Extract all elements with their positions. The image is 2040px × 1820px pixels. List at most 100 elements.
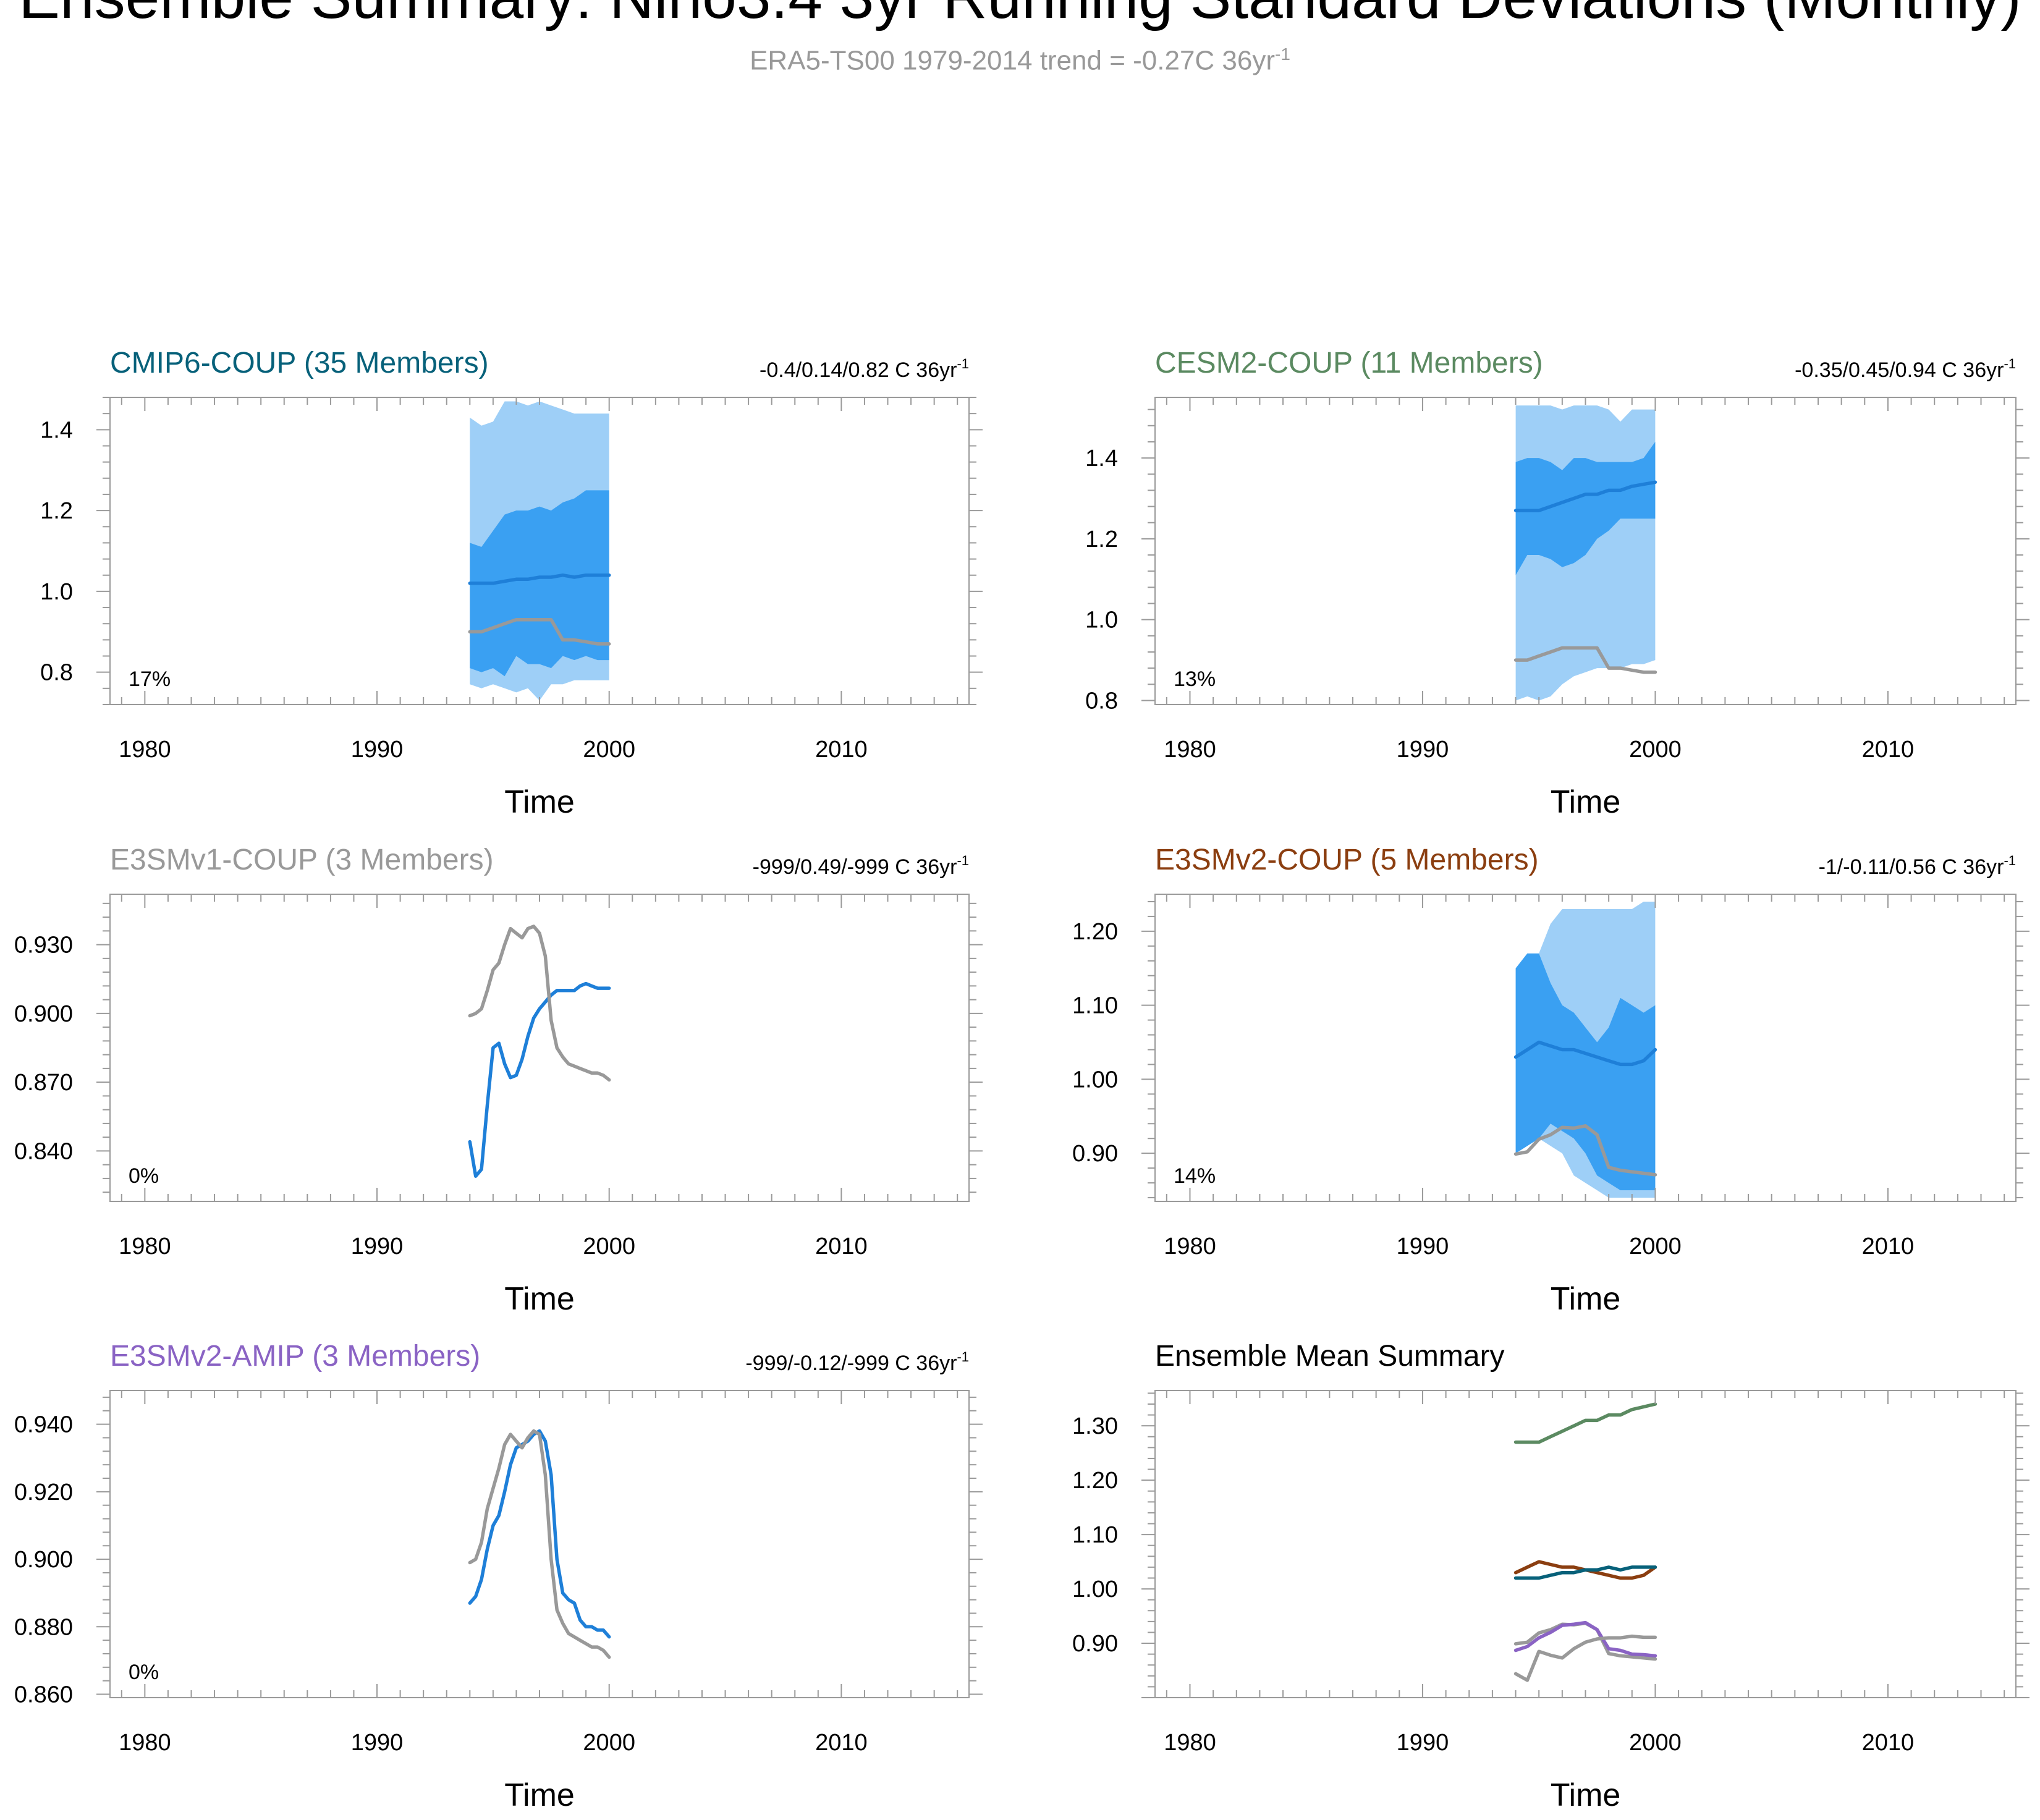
y-tick-label: 1.10 <box>1072 993 1118 1019</box>
x-tick-label: 2000 <box>583 1730 635 1756</box>
y-tick-label: 0.90 <box>1072 1141 1118 1167</box>
panel-trend: -0.35/0.45/0.94 C 36yr-1 <box>1795 356 2016 382</box>
panel-title: CMIP6-COUP (35 Members) <box>110 347 489 379</box>
series-line-ensemble-mean <box>468 573 611 585</box>
panel-title: CESM2-COUP (11 Members) <box>1155 347 1543 379</box>
y-tick-label: 0.840 <box>14 1138 73 1164</box>
x-tick-label: 2000 <box>1629 1730 1682 1756</box>
panel-title: E3SMv1-COUP (3 Members) <box>110 844 494 876</box>
panel-percent: 0% <box>129 1661 159 1684</box>
panel-e3smv2_coup: 1980 1990 2000 2010 0.90 1.00 1.10 1.20 E3SMv2-C… <box>1072 844 2029 1317</box>
trend-text: -0.35/0.45/0.94 C 36yr <box>1795 358 2004 382</box>
series-line-era5 <box>1513 646 1657 674</box>
x-tick-label: 2010 <box>1862 1730 1915 1756</box>
plot-frame <box>109 894 970 1202</box>
x-axis-title: Time <box>504 1777 575 1813</box>
x-tick-label: 2010 <box>815 1730 868 1756</box>
subtitle-text: ERA5-TS00 1979-2014 trend = -0.27C 36yr <box>750 45 1276 76</box>
figure-subtitle: ERA5-TS00 1979-2014 trend = -0.27C 36yr-… <box>0 44 2040 77</box>
x-tick-label: 1990 <box>351 1730 404 1756</box>
y-tick-label: 1.10 <box>1072 1522 1118 1548</box>
y-tick-label: 1.2 <box>40 498 73 524</box>
plot-area <box>1513 1402 1657 1682</box>
x-tick-label: 1980 <box>1164 737 1216 763</box>
x-tick-label: 1990 <box>1397 737 1449 763</box>
y-tick-label: 1.4 <box>1085 446 1118 472</box>
series-line-e3smv1-coup <box>1513 1634 1657 1682</box>
y-tick-label: 0.90 <box>1072 1631 1118 1657</box>
series-line-e3smv2-amip <box>1513 1620 1657 1658</box>
y-tick-label: 0.940 <box>14 1412 73 1438</box>
x-tick-label: 1980 <box>1164 1730 1216 1756</box>
x-tick-label: 2000 <box>1629 1234 1682 1259</box>
panel-e3smv1: 1980 1990 2000 2010 0.840 0.870 0.900 0.930 E3SM… <box>14 844 983 1317</box>
series-line-ensemble-mean <box>468 981 611 1178</box>
trend-text: -0.4/0.14/0.82 C 36yr <box>760 358 957 382</box>
y-tick-label: 0.900 <box>14 1547 73 1573</box>
y-tick-label: 1.4 <box>40 417 73 443</box>
plot-area <box>468 401 611 701</box>
x-axis-title: Time <box>504 1281 575 1317</box>
x-tick-label: 2010 <box>1862 1234 1915 1259</box>
x-tick-label: 1990 <box>351 1234 404 1259</box>
plot-area <box>1513 902 1657 1198</box>
series-line-cesm2-coup <box>1513 1402 1657 1444</box>
x-axis-title: Time <box>1551 1281 1621 1317</box>
series-line-era5 <box>468 925 611 1082</box>
y-tick-label: 0.920 <box>14 1479 73 1505</box>
band-inner <box>1515 441 1656 575</box>
trend-text: -999/-0.12/-999 C 36yr <box>745 1352 957 1375</box>
series-line-cmip6-coup <box>1513 1565 1657 1580</box>
panel-title: E3SMv2-AMIP (3 Members) <box>110 1340 480 1373</box>
y-tick-label: 1.2 <box>1085 527 1118 552</box>
panel-trend: -1/-0.11/0.56 C 36yr-1 <box>1819 853 2016 879</box>
x-tick-label: 1980 <box>119 737 171 763</box>
x-tick-label: 2010 <box>815 1234 868 1259</box>
trend-text: -1/-0.11/0.56 C 36yr <box>1819 855 2004 879</box>
panel-title: E3SMv2-COUP (5 Members) <box>1155 844 1539 876</box>
y-tick-label: 0.930 <box>14 933 73 959</box>
panel-trend: -999/-0.12/-999 C 36yr-1 <box>745 1349 969 1375</box>
plot-area <box>1513 405 1657 701</box>
y-tick-label: 0.860 <box>14 1682 73 1708</box>
y-tick-label: 0.8 <box>40 660 73 686</box>
plot-frame <box>1154 1390 2017 1698</box>
panel-trend: -0.4/0.14/0.82 C 36yr-1 <box>760 356 969 382</box>
y-tick-label: 1.0 <box>1085 607 1118 633</box>
x-tick-label: 2010 <box>1862 737 1915 763</box>
x-tick-label: 2010 <box>815 737 868 763</box>
x-axis-title: Time <box>1551 784 1621 820</box>
band-inner <box>470 490 609 677</box>
trend-sup: -1 <box>2004 853 2016 868</box>
series-line-ensemble-mean <box>1513 480 1657 512</box>
panel-percent: 17% <box>129 667 171 691</box>
trend-sup: -1 <box>957 1349 969 1365</box>
plot-area <box>468 1429 611 1659</box>
x-tick-label: 2000 <box>1629 737 1682 763</box>
band-inner <box>1515 953 1656 1190</box>
y-tick-label: 0.880 <box>14 1614 73 1640</box>
trend-sup: -1 <box>957 356 969 371</box>
panel-percent: 14% <box>1174 1164 1216 1188</box>
y-tick-label: 1.00 <box>1072 1067 1118 1093</box>
x-tick-label: 1990 <box>351 737 404 763</box>
x-tick-label: 1990 <box>1397 1234 1449 1259</box>
panel-trend: -999/0.49/-999 C 36yr-1 <box>753 853 969 879</box>
y-tick-label: 1.20 <box>1072 1468 1118 1494</box>
series-line-era5 <box>468 617 611 646</box>
series-line-era5 <box>468 1429 611 1659</box>
x-axis-title: Time <box>504 784 575 820</box>
figure-title: Ensemble Summary: Nino3.4 3yr Running St… <box>0 0 2040 33</box>
x-tick-label: 1990 <box>1397 1730 1449 1756</box>
trend-text: -999/0.49/-999 C 36yr <box>753 855 957 879</box>
x-axis-title: Time <box>1551 1777 1621 1813</box>
panel-summary: 1980 1990 2000 2010 0.90 1.00 1.10 1.20 1.30 Ense… <box>1072 1340 2029 1813</box>
x-tick-label: 1980 <box>119 1730 171 1756</box>
panel-percent: 13% <box>1174 667 1216 691</box>
panel-percent: 0% <box>129 1164 159 1188</box>
y-tick-label: 1.0 <box>40 579 73 605</box>
trend-sup: -1 <box>2004 356 2016 371</box>
series-line-era5 <box>1513 1124 1657 1177</box>
panel-cmip6: 1980 1990 2000 2010 0.8 1.0 1.2 1.4 CMIP6-COUP (… <box>40 347 983 820</box>
